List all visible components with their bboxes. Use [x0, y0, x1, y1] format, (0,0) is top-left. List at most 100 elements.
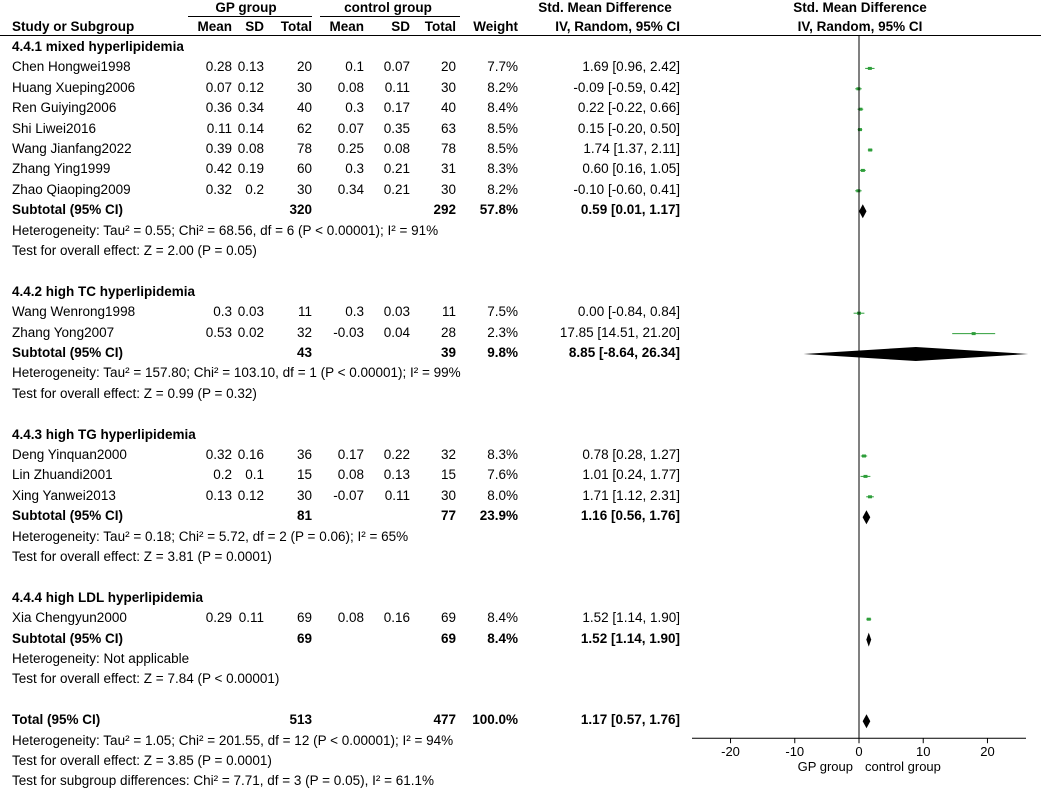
- study-weight: 8.5%: [487, 141, 518, 156]
- study-gp-mean: 0.11: [206, 120, 232, 136]
- study-gp-total: 60: [296, 161, 312, 177]
- heterogeneity-text: Heterogeneity: Tau² = 0.55; Chi² = 68.56…: [12, 222, 439, 238]
- study-gp-mean: 0.42: [205, 161, 232, 177]
- study-name: Wang Jianfang2022: [12, 141, 132, 156]
- study-gp-total: 30: [296, 487, 312, 503]
- gp-mean-header: Mean: [197, 19, 232, 34]
- study-gp-total: 30: [296, 181, 312, 197]
- study-gp-mean: 0.3: [213, 304, 232, 320]
- study-weight: 8.2%: [487, 181, 518, 197]
- study-weight: 7.7%: [487, 59, 518, 75]
- study-weight: 8.4%: [487, 100, 518, 116]
- study-gp-mean: 0.32: [205, 181, 232, 197]
- study-gp-total: 62: [296, 120, 312, 136]
- gp-header-rule: [188, 16, 312, 17]
- overall-effect-text: Test for overall effect: Z = 3.81 (P = 0…: [12, 549, 272, 564]
- study-gp-sd: 0.02: [237, 324, 264, 340]
- study-ctl-total: 30: [440, 181, 456, 197]
- study-ci: -0.10 [-0.60, 0.41]: [573, 181, 680, 197]
- control-header-rule: [320, 16, 460, 17]
- subtotal-label: Subtotal (95% CI): [12, 508, 124, 524]
- total-ctl-total: 477: [433, 712, 456, 728]
- study-ci: 0.15 [-0.20, 0.50]: [577, 120, 680, 136]
- study-ctl-mean: 0.08: [337, 79, 364, 95]
- study-point-marker: [856, 87, 861, 91]
- study-ctl-mean: 0.25: [337, 141, 364, 156]
- table-header-rule: [0, 35, 692, 36]
- study-ctl-total: 40: [440, 100, 456, 116]
- total-overall-effect-text: Test for overall effect: Z = 3.85 (P = 0…: [12, 753, 272, 768]
- subgroup-heading: 4.4.1 mixed hyperlipidemia: [12, 39, 184, 54]
- x-axis-tick-label: -20: [721, 744, 740, 759]
- study-gp-total: 15: [296, 467, 312, 483]
- study-name: Wang Wenrong1998: [12, 304, 136, 320]
- study-ctl-mean: 0.08: [337, 610, 364, 626]
- study-gp-sd: 0.1: [245, 467, 264, 483]
- ctl-sd-header: SD: [391, 19, 410, 34]
- study-gp-sd: 0.03: [237, 304, 264, 320]
- study-ci: 1.69 [0.96, 2.42]: [582, 59, 680, 75]
- study-ctl-mean: 0.08: [337, 467, 364, 483]
- study-ci: 1.01 [0.24, 1.77]: [582, 467, 680, 483]
- study-ctl-mean: 0.3: [345, 161, 364, 177]
- study-ctl-sd: 0.17: [383, 100, 410, 116]
- subtotal-weight: 9.8%: [487, 345, 518, 360]
- subtotal-label: Subtotal (95% CI): [12, 202, 124, 218]
- total-label: Total (95% CI): [12, 712, 101, 728]
- study-name: Xia Chengyun2000: [12, 610, 127, 626]
- overall-effect-text: Test for overall effect: Z = 7.84 (P < 0…: [12, 671, 280, 687]
- study-gp-sd: 0.12: [237, 79, 264, 95]
- study-gp-sd: 0.16: [237, 447, 264, 462]
- total-gp-total: 513: [289, 712, 312, 728]
- study-ctl-mean: 0.3: [345, 100, 364, 116]
- study-point-marker: [863, 474, 868, 478]
- study-ctl-mean: -0.07: [333, 487, 364, 503]
- study-ctl-total: 31: [440, 161, 456, 177]
- study-point-marker: [862, 454, 867, 458]
- study-gp-total: 69: [296, 610, 312, 626]
- study-gp-sd: 0.19: [237, 161, 264, 177]
- study-gp-total: 36: [296, 447, 312, 462]
- study-gp-total: 40: [296, 100, 312, 116]
- subgroup-heading: 4.4.3 high TG hyperlipidemia: [12, 426, 196, 442]
- study-ctl-mean: 0.17: [337, 447, 364, 462]
- study-ctl-mean: 0.34: [337, 181, 364, 197]
- total-weight: 100.0%: [472, 712, 518, 728]
- study-name: Lin Zhuandi2001: [12, 467, 113, 483]
- subtotal-gp-total: 320: [289, 202, 312, 218]
- study-gp-total: 30: [296, 79, 312, 95]
- subtotal-ctl-total: 292: [433, 202, 456, 218]
- subgroup-differences-text: Test for subgroup differences: Chi² = 7.…: [12, 773, 434, 789]
- study-gp-mean: 0.28: [205, 59, 232, 75]
- study-ctl-sd: 0.03: [383, 304, 410, 320]
- study-weight: 8.3%: [487, 447, 518, 462]
- study-gp-sd: 0.12: [237, 487, 264, 503]
- gp-sd-header: SD: [245, 19, 264, 34]
- smd-column-header: Std. Mean Difference: [538, 0, 672, 15]
- subtotal-ctl-total: 69: [440, 630, 456, 646]
- subtotal-diamond: [803, 347, 1029, 361]
- study-gp-mean: 0.39: [205, 141, 232, 156]
- study-gp-sd: 0.08: [237, 141, 264, 156]
- study-point-marker: [858, 107, 863, 111]
- study-point-marker: [856, 189, 861, 193]
- study-ctl-sd: 0.11: [384, 487, 410, 503]
- subtotal-ctl-total: 39: [440, 345, 456, 360]
- gp-group-header: GP group: [215, 0, 277, 15]
- study-name: Chen Hongwei1998: [12, 59, 131, 75]
- study-ci: -0.09 [-0.59, 0.42]: [573, 79, 680, 95]
- subtotal-weight: 8.4%: [487, 630, 518, 646]
- study-gp-sd: 0.11: [238, 610, 264, 626]
- study-ctl-total: 28: [440, 324, 456, 340]
- study-gp-mean: 0.29: [205, 610, 232, 626]
- total-ci: 1.17 [0.57, 1.76]: [580, 712, 680, 728]
- study-ctl-sd: 0.11: [384, 79, 410, 95]
- plot-title: Std. Mean Difference: [793, 0, 927, 15]
- plot-method-header: IV, Random, 95% CI: [797, 19, 923, 34]
- study-ctl-sd: 0.13: [383, 467, 410, 483]
- study-ctl-mean: 0.3: [345, 304, 364, 320]
- heterogeneity-text: Heterogeneity: Tau² = 0.18; Chi² = 5.72,…: [12, 528, 409, 544]
- study-name: Zhang Ying1999: [12, 161, 111, 177]
- study-ctl-mean: -0.03: [333, 324, 364, 340]
- x-axis-tick-label: -10: [785, 744, 804, 759]
